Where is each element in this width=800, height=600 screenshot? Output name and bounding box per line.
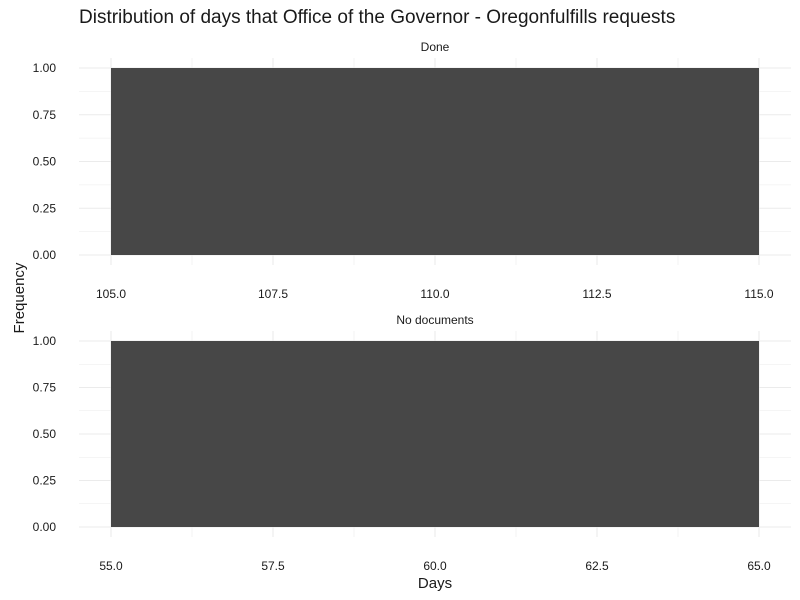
x-tick-label: 55.0 <box>99 559 123 573</box>
y-tick-label: 1.00 <box>33 334 57 348</box>
y-tick-label: 0.25 <box>33 201 57 215</box>
facet-panels: Done 0.00 0.25 0.50 0.75 1.00 105.0 107.5 110.0 1… <box>33 40 791 573</box>
y-tick-label: 0.75 <box>33 108 57 122</box>
x-tick-label: 105.0 <box>96 287 126 301</box>
y-tick-label: 0.00 <box>33 520 57 534</box>
histogram-bar <box>111 341 759 527</box>
y-tick-label: 1.00 <box>33 61 57 75</box>
x-tick-label: 62.5 <box>585 559 609 573</box>
y-tick-label: 0.00 <box>33 248 57 262</box>
facet-panel-1: Done 0.00 0.25 0.50 0.75 1.00 105.0 107.5 110.0 1… <box>33 40 791 301</box>
y-tick-label: 0.25 <box>33 474 57 488</box>
facet-panel-2: No documents 0.00 0.25 0.50 0.75 1.00 55.0 57.5… <box>33 313 791 573</box>
y-tick-label: 0.50 <box>33 155 57 169</box>
histogram-bar <box>111 68 759 255</box>
x-tick-label: 60.0 <box>423 559 447 573</box>
x-tick-label: 57.5 <box>261 559 285 573</box>
y-tick-label: 0.75 <box>33 381 57 395</box>
y-tick-label: 0.50 <box>33 427 57 441</box>
chart-title: Distribution of days that Office of the … <box>79 7 675 28</box>
x-tick-label: 112.5 <box>582 287 611 301</box>
y-axis-title: Frequency <box>11 262 28 333</box>
x-tick-label: 107.5 <box>258 287 288 301</box>
x-tick-label: 115.0 <box>744 287 773 301</box>
facet-strip-label: Done <box>421 40 450 54</box>
facet-strip-label: No documents <box>396 313 473 327</box>
x-axis-title: Days <box>418 575 452 592</box>
x-tick-label: 65.0 <box>747 559 771 573</box>
x-tick-label: 110.0 <box>420 287 449 301</box>
